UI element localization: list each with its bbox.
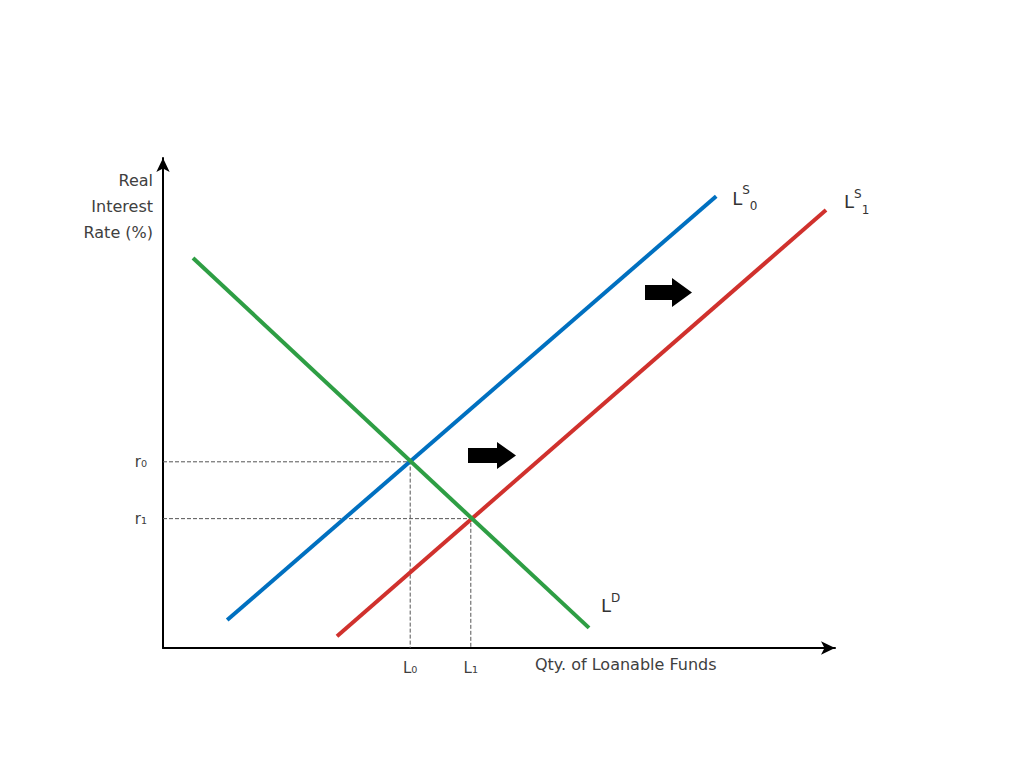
svg-text:S: S (742, 183, 750, 197)
svg-text:r₁: r₁ (135, 510, 147, 528)
svg-text:0: 0 (750, 199, 758, 213)
svg-text:1: 1 (862, 203, 870, 217)
svg-text:L₀: L₀ (403, 659, 417, 677)
svg-text:r₀: r₀ (135, 453, 147, 471)
svg-text:D: D (611, 591, 620, 605)
svg-text:Rate (%): Rate (%) (84, 223, 153, 242)
svg-text:L: L (844, 191, 854, 212)
svg-text:S: S (854, 187, 862, 201)
svg-text:L₁: L₁ (464, 659, 478, 677)
svg-text:L: L (601, 595, 611, 616)
svg-text:Real: Real (119, 171, 154, 190)
svg-text:Interest: Interest (91, 197, 153, 216)
svg-text:L: L (732, 188, 742, 209)
svg-text:Qty. of Loanable Funds: Qty. of Loanable Funds (535, 655, 717, 674)
